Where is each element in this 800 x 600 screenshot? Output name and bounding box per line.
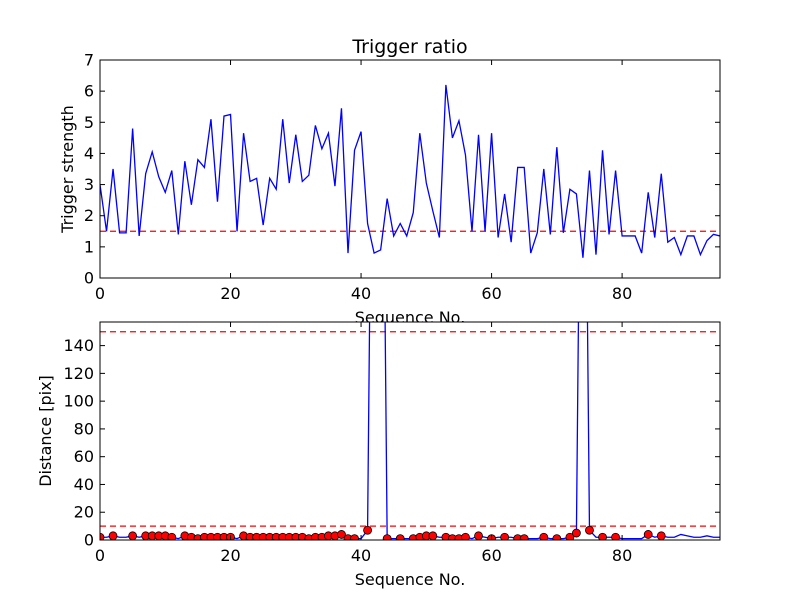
x-tick-label: 80: [612, 284, 632, 303]
plot-frame: [99, 321, 721, 541]
y-tick-label: 6: [84, 82, 94, 101]
distance-marker: [552, 534, 562, 540]
x-axis-label: Sequence No.: [355, 570, 466, 589]
distance-marker: [565, 532, 575, 540]
x-tick-label: 20: [220, 546, 240, 565]
distance-marker: [461, 532, 470, 540]
y-tick-label: 20: [74, 503, 94, 522]
distance-marker: [572, 528, 581, 538]
x-tick-label: 80: [612, 546, 632, 565]
y-tick-label: 7: [84, 51, 94, 70]
y-tick-label: 0: [84, 269, 94, 288]
x-axis-ticks: 0 20 40 60 80: [95, 60, 632, 303]
y-axis-ticks: 0 1 2 3 4 5 6 7: [84, 51, 720, 288]
x-tick-label: 60: [481, 284, 501, 303]
x-tick-label: 20: [220, 284, 240, 303]
y-tick-label: 3: [84, 175, 94, 194]
y-axis-label: Distance [pix]: [36, 375, 55, 487]
x-tick-label: 60: [481, 546, 501, 565]
y-tick-label: 2: [84, 206, 94, 225]
y-tick-label: 0: [84, 531, 94, 550]
distance-marker: [598, 532, 607, 540]
y-tick-label: 100: [63, 392, 94, 411]
plot-background: [100, 322, 720, 540]
x-tick-label: 0: [95, 284, 105, 303]
distance-marker: [350, 534, 359, 540]
distance-marker: [108, 531, 118, 540]
distance-marker: [167, 532, 177, 540]
distance-marker: [428, 531, 438, 540]
y-tick-label: 140: [63, 336, 94, 355]
y-tick-label: 40: [74, 475, 94, 494]
distance-panel: 0 20 40 60 80 100 120 140 0 20 40 60 80 Sequence No…: [36, 321, 721, 589]
distance-marker: [611, 532, 620, 540]
distance-marker: [337, 530, 346, 539]
distance-marker: [382, 534, 392, 540]
plot-frame: [99, 59, 721, 279]
y-tick-label: 4: [84, 144, 94, 163]
distance-markers: [100, 525, 666, 540]
y-tick-label: 1: [84, 237, 94, 256]
x-tick-label: 0: [95, 546, 105, 565]
trigger-strength-line: [100, 84, 720, 258]
y-tick-label: 5: [84, 113, 94, 132]
distance-marker: [395, 534, 405, 540]
distance-marker: [519, 534, 529, 540]
x-tick-label: 40: [351, 284, 371, 303]
distance-marker: [656, 531, 666, 540]
x-tick-label: 40: [351, 546, 371, 565]
distance-marker: [474, 531, 483, 540]
distance-marker: [100, 532, 105, 540]
chart-title: Trigger ratio: [351, 36, 467, 58]
y-tick-label: 60: [74, 447, 94, 466]
distance-marker: [128, 531, 138, 540]
distance-marker: [585, 525, 594, 535]
distance-marker: [363, 525, 372, 535]
distance-marker: [539, 532, 549, 540]
y-tick-label: 120: [63, 364, 94, 383]
x-axis-ticks: 0 20 40 60 80: [95, 322, 632, 565]
y-tick-label: 80: [74, 419, 94, 438]
y-axis-label: Trigger strength: [58, 105, 77, 234]
distance-marker: [500, 532, 510, 540]
y-axis-ticks: 0 20 40 60 80 100 120 140: [63, 336, 720, 550]
distance-marker: [643, 530, 653, 539]
